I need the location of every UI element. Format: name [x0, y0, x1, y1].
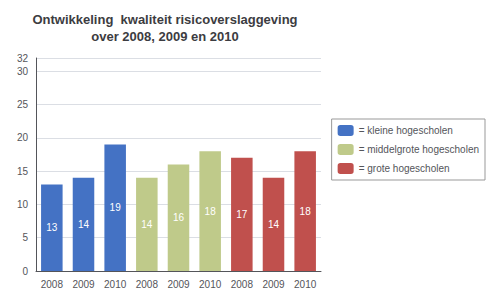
svg-text:10: 10 [17, 199, 29, 210]
svg-text:30: 30 [17, 66, 29, 77]
svg-text:17: 17 [236, 209, 248, 220]
svg-text:2010: 2010 [104, 279, 127, 290]
svg-text:13: 13 [46, 222, 58, 233]
svg-text:2009: 2009 [262, 279, 285, 290]
svg-text:2009: 2009 [167, 279, 190, 290]
svg-text:over 2008, 2009 en 2010: over 2008, 2009 en 2010 [91, 29, 238, 44]
svg-text:2008: 2008 [41, 279, 64, 290]
svg-text:18: 18 [300, 206, 312, 217]
svg-text:2008: 2008 [231, 279, 254, 290]
svg-text:14: 14 [141, 219, 153, 230]
svg-text:= middelgrote hogescholen: = middelgrote hogescholen [359, 144, 479, 155]
svg-text:15: 15 [17, 166, 29, 177]
svg-text:19: 19 [110, 202, 122, 213]
svg-text:16: 16 [173, 212, 185, 223]
svg-text:2010: 2010 [199, 279, 222, 290]
svg-text:0: 0 [22, 266, 28, 277]
svg-text:32: 32 [17, 53, 29, 64]
svg-text:= grote hogescholen: = grote hogescholen [359, 163, 450, 174]
svg-text:Ontwikkeling kwaliteit risico: Ontwikkeling kwaliteit risicoverslaggevi… [32, 12, 297, 27]
svg-text:20: 20 [17, 132, 29, 143]
svg-text:25: 25 [17, 99, 29, 110]
svg-text:14: 14 [78, 219, 90, 230]
svg-text:2008: 2008 [136, 279, 159, 290]
svg-text:2010: 2010 [294, 279, 317, 290]
svg-text:2009: 2009 [72, 279, 95, 290]
svg-text:18: 18 [205, 206, 217, 217]
svg-text:5: 5 [22, 232, 28, 243]
svg-text:= kleine hogescholen: = kleine hogescholen [359, 125, 453, 136]
svg-text:14: 14 [268, 219, 280, 230]
